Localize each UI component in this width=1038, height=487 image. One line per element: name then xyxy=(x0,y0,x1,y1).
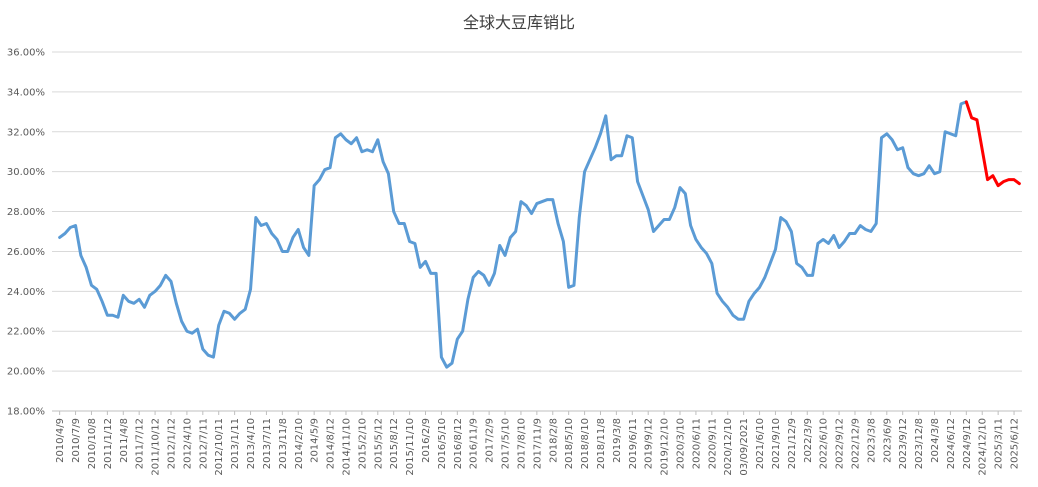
x-tick-label: 2013/11/8 xyxy=(278,418,289,469)
x-tick-label: 2024/12/10 xyxy=(978,418,989,476)
x-tick-label: 2010/4/9 xyxy=(55,418,66,463)
x-tick-label: 2024/9/12 xyxy=(962,418,973,469)
x-tick-label: 2018/11/8 xyxy=(596,418,607,469)
x-tick-label: 2018/8/10 xyxy=(580,418,591,469)
x-tick-label: 2019/3/8 xyxy=(612,418,623,463)
x-tick-label: 2011/4/8 xyxy=(119,418,130,463)
x-tick-label: 2023/6/9 xyxy=(882,418,893,463)
x-tick-label: 2015/5/12 xyxy=(373,418,384,469)
x-tick-label: 2021/12/9 xyxy=(787,418,798,469)
x-tick-label: 2022/3/9 xyxy=(803,418,814,463)
y-tick-label: 20.00% xyxy=(7,367,45,378)
y-tick-label: 26.00% xyxy=(7,247,45,258)
x-tick-label: 2020/6/11 xyxy=(691,418,702,469)
x-tick-label: 2012/7/11 xyxy=(198,418,209,469)
x-tick-label: 03/09/2021 xyxy=(739,418,750,476)
x-tick-label: 2011/7/12 xyxy=(135,418,146,469)
y-tick-label: 34.00% xyxy=(7,87,45,98)
x-tick-label: 2010/7/9 xyxy=(71,418,82,463)
x-tick-label: 2017/5/10 xyxy=(501,418,512,469)
x-tick-label: 2017/8/10 xyxy=(516,418,527,469)
x-tick-label: 2022/12/9 xyxy=(850,418,861,469)
x-tick-label: 2014/8/12 xyxy=(326,418,337,469)
y-tick-label: 24.00% xyxy=(7,287,45,298)
x-tick-label: 2018/5/10 xyxy=(564,418,575,469)
x-tick-label: 2023/9/12 xyxy=(898,418,909,469)
y-tick-label: 32.00% xyxy=(7,127,45,138)
x-tick-label: 2011/10/12 xyxy=(151,418,162,476)
x-tick-label: 2020/9/11 xyxy=(707,418,718,469)
x-tick-label: 2025/3/11 xyxy=(994,418,1005,469)
x-tick-label: 2017/11/9 xyxy=(532,418,543,469)
x-tick-label: 2018/2/8 xyxy=(548,418,559,463)
x-tick-label: 2020/3/10 xyxy=(676,418,687,469)
x-tick-label: 2013/1/11 xyxy=(230,418,241,469)
x-tick-label: 2013/7/11 xyxy=(262,418,273,469)
x-tick-label: 2017/2/9 xyxy=(485,418,496,463)
x-tick-label: 2021/6/10 xyxy=(755,418,766,469)
x-tick-label: 2014/5/9 xyxy=(310,418,321,463)
x-tick-label: 2016/8/12 xyxy=(453,418,464,469)
x-tick-label: 2014/11/10 xyxy=(341,418,352,476)
x-tick-label: 2015/11/10 xyxy=(405,418,416,476)
x-tick-label: 2013/4/10 xyxy=(246,418,257,469)
x-tick-label: 2019/9/12 xyxy=(644,418,655,469)
x-tick-label: 2021/9/10 xyxy=(771,418,782,469)
x-tick-label: 2011/1/12 xyxy=(103,418,114,469)
x-tick-label: 2019/12/10 xyxy=(660,418,671,476)
x-tick-label: 2024/6/12 xyxy=(946,418,957,469)
y-tick-label: 30.00% xyxy=(7,167,45,178)
chart-title: 全球大豆库销比 xyxy=(463,13,575,32)
x-tick-label: 2022/6/10 xyxy=(819,418,830,469)
x-tick-label: 2012/1/12 xyxy=(166,418,177,469)
x-tick-label: 2019/6/11 xyxy=(628,418,639,469)
x-tick-label: 2014/2/10 xyxy=(294,418,305,469)
x-tick-label: 2023/12/8 xyxy=(914,418,925,469)
x-tick-label: 2012/10/11 xyxy=(214,418,225,476)
x-tick-label: 2016/11/9 xyxy=(469,418,480,469)
y-tick-label: 18.00% xyxy=(7,407,45,418)
y-tick-label: 28.00% xyxy=(7,207,45,218)
x-tick-label: 2016/2/9 xyxy=(421,418,432,463)
x-tick-label: 2010/10/8 xyxy=(87,418,98,469)
data-line xyxy=(58,100,968,369)
y-tick-label: 36.00% xyxy=(7,48,45,59)
x-tick-label: 2020/12/10 xyxy=(723,418,734,476)
data-line xyxy=(964,100,1021,188)
x-tick-label: 2015/8/12 xyxy=(389,418,400,469)
x-tick-label: 2022/9/12 xyxy=(835,418,846,469)
x-tick-label: 2016/5/10 xyxy=(437,418,448,469)
x-tick-label: 2015/2/10 xyxy=(357,418,368,469)
x-tick-label: 2012/4/10 xyxy=(182,418,193,469)
x-tick-label: 2025/6/12 xyxy=(1010,418,1021,469)
y-tick-label: 22.00% xyxy=(7,327,45,338)
x-tick-label: 2024/3/8 xyxy=(930,418,941,463)
x-tick-label: 2023/3/8 xyxy=(866,418,877,463)
